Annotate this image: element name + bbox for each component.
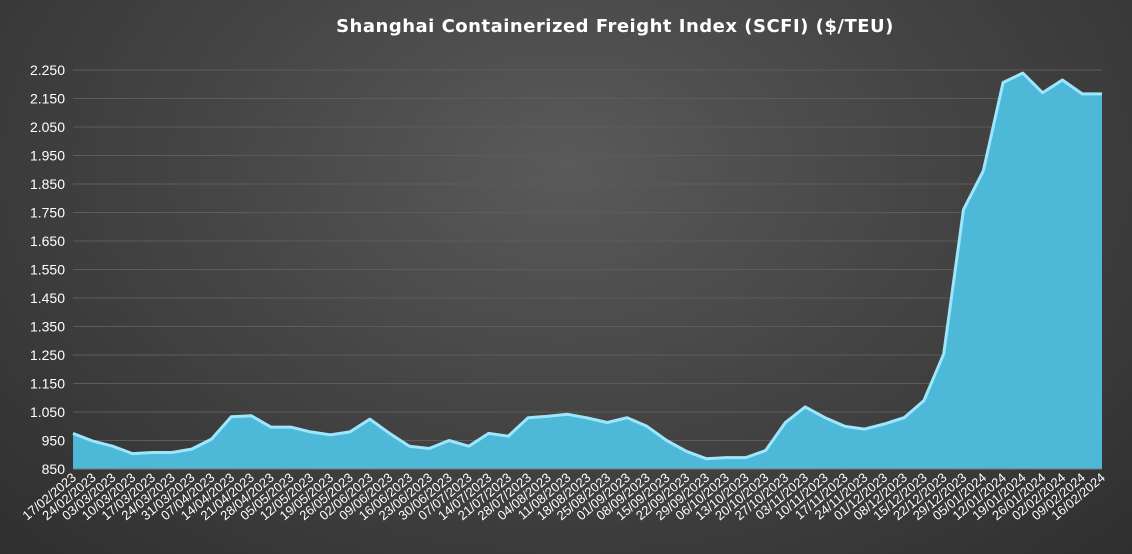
y-tick-label: 1.150	[30, 376, 65, 392]
y-tick-label: 1.250	[30, 347, 65, 363]
chart-title: Shanghai Containerized Freight Index (SC…	[336, 16, 894, 37]
area-fill	[73, 73, 1102, 469]
y-tick-label: 1.750	[30, 205, 65, 221]
y-axis: 850 950 1.050 1.150 1.250 1.350 1.450 1.550 1.65…	[30, 62, 65, 477]
y-tick-label: 950	[42, 433, 66, 449]
y-tick-label: 1.550	[30, 262, 65, 278]
y-tick-label: 850	[42, 461, 66, 477]
y-tick-label: 2.250	[30, 62, 65, 78]
x-axis: 17/02/202324/02/202303/03/202310/03/2023…	[19, 468, 1108, 523]
y-tick-label: 1.650	[30, 233, 65, 249]
y-tick-label: 1.450	[30, 290, 65, 306]
y-tick-label: 1.950	[30, 148, 65, 164]
y-tick-label: 2.150	[30, 91, 65, 107]
y-tick-label: 1.050	[30, 404, 65, 420]
y-tick-label: 1.850	[30, 176, 65, 192]
y-tick-label: 2.050	[30, 119, 65, 135]
y-tick-label: 1.350	[30, 319, 65, 335]
area-series	[72, 71, 1102, 469]
area-line	[72, 71, 1102, 461]
